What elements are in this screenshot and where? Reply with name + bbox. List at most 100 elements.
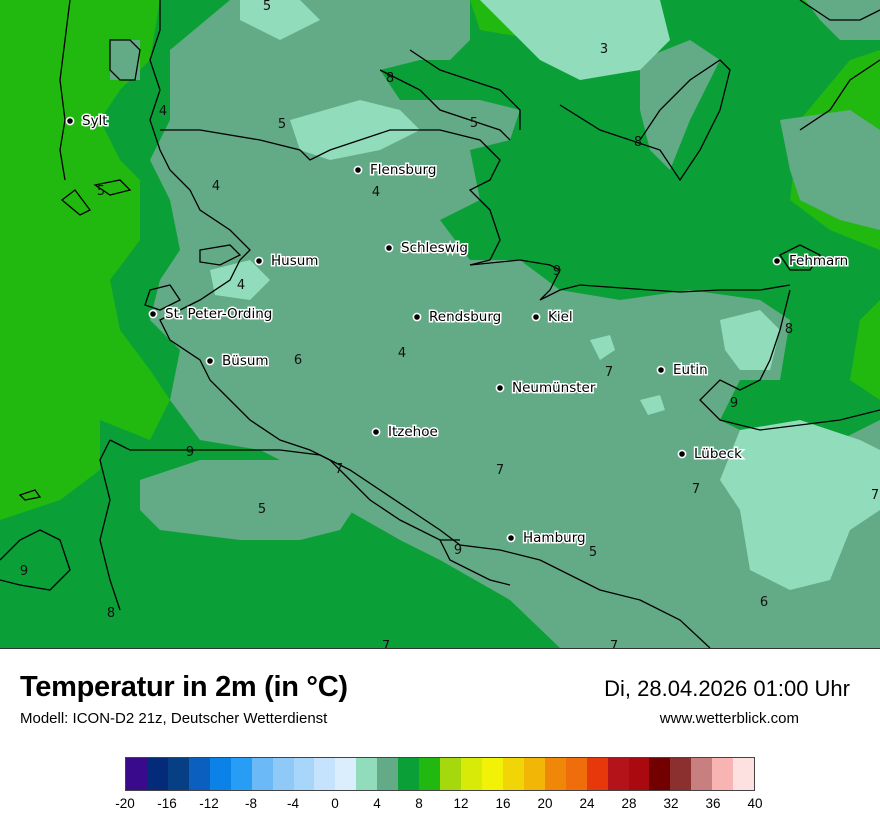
city-sylt[interactable]: Sylt (65, 112, 109, 131)
city-label: Schleswig (401, 240, 468, 256)
legend-swatch (670, 758, 692, 790)
legend-tick: 40 (747, 796, 763, 811)
band-2-4 (210, 0, 880, 590)
band-4-6 (110, 0, 880, 648)
city-dot (384, 243, 394, 253)
legend-tick: 24 (579, 796, 595, 811)
contour-label: 6 (760, 595, 768, 610)
legend-swatch (628, 758, 650, 790)
website-link[interactable]: www.wetterblick.com (659, 710, 799, 727)
contour-label: 9 (186, 445, 194, 460)
city-hamburg[interactable]: Hamburg (506, 529, 587, 548)
city-label: Itzehoe (388, 424, 438, 440)
city-lübeck[interactable]: Lübeck (677, 445, 744, 464)
city-dot (772, 256, 782, 266)
city-label: Lübeck (694, 446, 742, 462)
city-label: Sylt (82, 113, 108, 129)
legend-swatch (607, 758, 629, 790)
city-st-peter-ording[interactable]: St. Peter-Ording (148, 305, 274, 324)
city-dot (371, 427, 381, 437)
contour-label: 5 (258, 502, 266, 517)
legend-tick: 8 (415, 796, 423, 811)
contour-label: 8 (107, 606, 115, 621)
legend-swatch (335, 758, 357, 790)
contour-label: 5 (589, 545, 597, 560)
contour-label: 7 (610, 639, 618, 648)
contour-label: 9 (553, 264, 561, 279)
legend-swatch (251, 758, 273, 790)
legend-tick: -8 (244, 796, 258, 811)
legend-tick: -20 (115, 796, 135, 811)
contour-label: 9 (454, 543, 462, 558)
coastlines (0, 0, 880, 648)
legend-swatch (146, 758, 168, 790)
contour-label: 3 (600, 42, 608, 57)
legend-swatch (230, 758, 252, 790)
city-neumünster[interactable]: Neumünster (495, 379, 597, 398)
city-dot (254, 256, 264, 266)
contour-label: 5 (278, 117, 286, 132)
legend-swatch (209, 758, 231, 790)
contour-label: 4 (372, 185, 380, 200)
contour-label: 9 (20, 564, 28, 579)
legend-tick: 0 (331, 796, 339, 811)
legend-swatch (126, 758, 147, 790)
city-dot (677, 449, 687, 459)
legend-swatch (691, 758, 713, 790)
legend-tick: 4 (373, 796, 381, 811)
forecast-datetime: Di, 28.04.2026 01:00 Uhr (604, 676, 850, 701)
legend-swatch (272, 758, 294, 790)
legend-swatch (398, 758, 420, 790)
city-label: Neumünster (512, 380, 596, 396)
contour-label: 8 (785, 322, 793, 337)
legend-tick: 28 (621, 796, 637, 811)
legend-tick: -12 (199, 796, 219, 811)
contour-label: 4 (212, 179, 220, 194)
legend-swatch (565, 758, 587, 790)
city-label: Rendsburg (429, 309, 501, 325)
legend-tick: 32 (663, 796, 679, 811)
contour-label: 7 (382, 639, 390, 648)
legend-swatch (502, 758, 524, 790)
contour-label: 8 (386, 71, 394, 86)
city-kiel[interactable]: Kiel (531, 308, 574, 327)
city-itzehoe[interactable]: Itzehoe (371, 423, 439, 442)
city-schleswig[interactable]: Schleswig (384, 239, 470, 258)
city-dot (495, 383, 505, 393)
city-dot (148, 309, 158, 319)
city-label: Husum (271, 253, 318, 269)
contour-label: 8 (634, 135, 642, 150)
model-info: Modell: ICON-D2 21z, Deutscher Wetterdie… (20, 710, 328, 727)
city-label: Flensburg (370, 162, 436, 178)
legend-swatch (419, 758, 441, 790)
legend-swatch (712, 758, 734, 790)
city-husum[interactable]: Husum (254, 252, 320, 271)
city-fehmarn[interactable]: Fehmarn (772, 252, 850, 271)
legend-swatch (523, 758, 545, 790)
legend-tick: -4 (286, 796, 300, 811)
contour-label: 7 (335, 462, 343, 477)
contour-label: 7 (605, 365, 613, 380)
city-label: Kiel (548, 309, 573, 325)
contour-labels: 5 3 8 4 5 5 8 4 5 4 4 6 4 9 8 7 9 9 7 7 7 7 5 5 9 9 8 6 7 7 (20, 0, 879, 648)
legend-swatch (649, 758, 671, 790)
temperature-map[interactable]: 5 3 8 4 5 5 8 4 5 4 4 6 4 9 8 7 9 9 7 7 7 7 5 5 9 9 8 6 7 7 Sylt Flens… (0, 0, 880, 649)
city-label: St. Peter-Ording (165, 306, 272, 322)
city-dot (412, 312, 422, 322)
city-rendsburg[interactable]: Rendsburg (412, 308, 503, 327)
city-dot (506, 533, 516, 543)
legend-swatch (440, 758, 461, 790)
contour-label: 7 (871, 488, 879, 503)
city-label: Hamburg (523, 530, 586, 546)
contour-label: 5 (470, 116, 478, 131)
legend-swatch (544, 758, 566, 790)
city-büsum[interactable]: Büsum (205, 352, 270, 371)
city-flensburg[interactable]: Flensburg (353, 161, 438, 180)
legend-tick: 20 (537, 796, 553, 811)
city-label: Büsum (222, 353, 269, 369)
legend-tick: 12 (453, 796, 469, 811)
legend-ticks: -20 -16 -12 -8 -4 0 4 8 12 16 20 24 28 32 36 40 (115, 796, 762, 814)
contour-label: 4 (159, 104, 167, 119)
city-eutin[interactable]: Eutin (656, 361, 709, 380)
contour-label: 4 (398, 346, 406, 361)
